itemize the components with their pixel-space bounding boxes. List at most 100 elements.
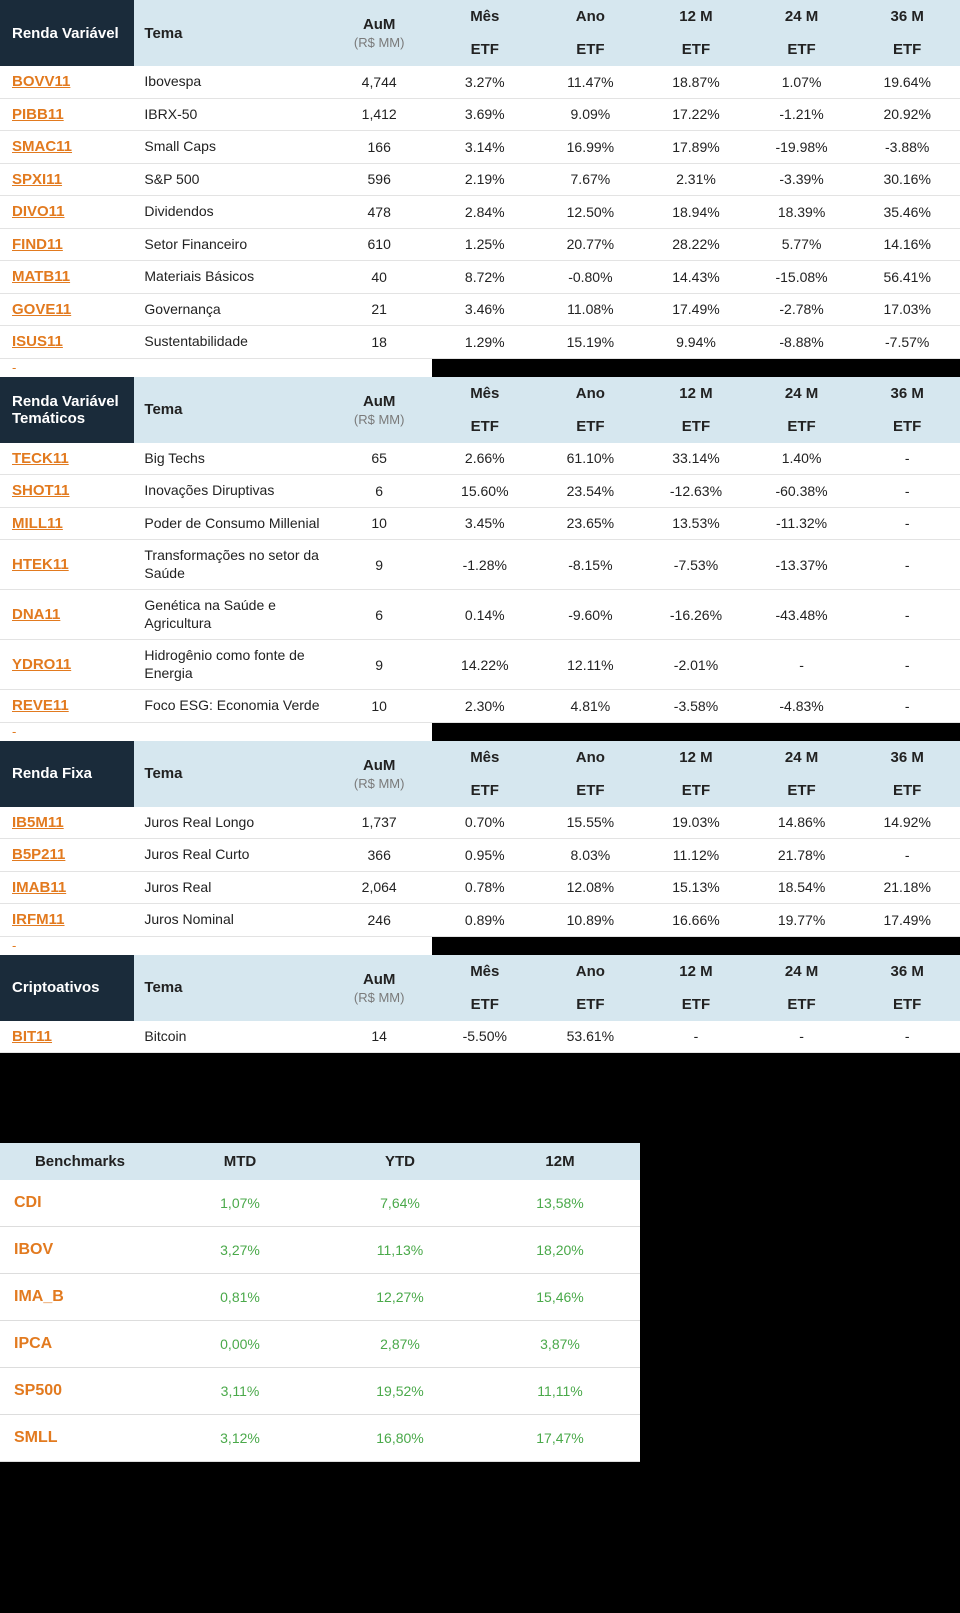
value-cell: 2.30% — [432, 690, 538, 723]
ticker-link[interactable]: GOVE11 — [12, 301, 71, 318]
ticker-link[interactable]: DIVO11 — [12, 203, 65, 220]
value-cell: 12.08% — [538, 871, 644, 904]
benchmark-value: 7,64% — [320, 1180, 480, 1227]
ticker-link[interactable]: HTEK11 — [12, 556, 69, 573]
ticker-link[interactable]: FIND11 — [12, 236, 63, 253]
ticker-link[interactable]: SPXI11 — [12, 171, 62, 188]
benchmarks-table: Benchmarks MTD YTD 12M CDI1,07%7,64%13,5… — [0, 1143, 640, 1462]
value-cell: 14 — [326, 1021, 432, 1053]
table-row: TECK11Big Techs652.66%61.10%33.14%1.40%- — [0, 443, 960, 475]
ticker-cell: MATB11 — [0, 261, 134, 294]
value-cell: 10.89% — [538, 904, 644, 937]
ticker-link[interactable]: BIT11 — [12, 1028, 52, 1045]
aum-header-label: AuM — [363, 393, 396, 410]
ticker-link[interactable]: IMAB11 — [12, 879, 66, 896]
benchmark-value: 1,07% — [160, 1180, 320, 1227]
ticker-link[interactable]: PIBB11 — [12, 106, 64, 123]
benchmark-name: IBOV — [0, 1227, 160, 1274]
value-cell: 3.27% — [432, 66, 538, 98]
tema-cell: Bitcoin — [134, 1021, 326, 1053]
value-cell: 14.86% — [749, 807, 855, 839]
value-cell: -8.88% — [749, 326, 855, 359]
tema-cell: Foco ESG: Economia Verde — [134, 690, 326, 723]
tema-cell: Genética na Saúde e Agricultura — [134, 590, 326, 640]
etf-subheader: ETF — [643, 988, 749, 1021]
period-header: 36 M — [854, 0, 960, 33]
value-cell: - — [854, 640, 960, 690]
value-cell: -60.38% — [749, 475, 855, 508]
table-row: BIT11Bitcoin14-5.50%53.61%--- — [0, 1021, 960, 1053]
etf-table-section: Renda VariávelTemaAuM(R$ MM)MêsAno12 M24… — [0, 0, 960, 359]
value-cell: 1.07% — [749, 66, 855, 98]
table-row: REVE11Foco ESG: Economia Verde102.30%4.8… — [0, 690, 960, 723]
ticker-link[interactable]: B5P211 — [12, 846, 65, 863]
etf-subheader: ETF — [643, 33, 749, 66]
value-cell: 40 — [326, 261, 432, 294]
etf-table-section: CriptoativosTemaAuM(R$ MM)MêsAno12 M24 M… — [0, 955, 960, 1054]
value-cell: - — [854, 443, 960, 475]
ticker-cell: FIND11 — [0, 228, 134, 261]
value-cell: - — [643, 1021, 749, 1053]
value-cell: -8.15% — [538, 540, 644, 590]
etf-subheader: ETF — [538, 988, 644, 1021]
etf-subheader: ETF — [749, 988, 855, 1021]
value-cell: 15.55% — [538, 807, 644, 839]
tema-cell: Materiais Básicos — [134, 261, 326, 294]
benchmark-row: CDI1,07%7,64%13,58% — [0, 1180, 640, 1227]
value-cell: 7.67% — [538, 163, 644, 196]
table-row: PIBB11IBRX-501,4123.69%9.09%17.22%-1.21%… — [0, 98, 960, 131]
value-cell: 2,064 — [326, 871, 432, 904]
ticker-link[interactable]: SMAC11 — [12, 138, 72, 155]
etf-subheader: ETF — [538, 410, 644, 443]
aum-header-sub: (R$ MM) — [332, 412, 426, 427]
period-header: 36 M — [854, 377, 960, 410]
value-cell: -19.98% — [749, 131, 855, 164]
aum-header-sub: (R$ MM) — [332, 776, 426, 791]
table-row: DNA11Genética na Saúde e Agricultura60.1… — [0, 590, 960, 640]
table-row: YDRO11Hidrogênio como fonte de Energia91… — [0, 640, 960, 690]
value-cell: -15.08% — [749, 261, 855, 294]
value-cell: 596 — [326, 163, 432, 196]
ticker-link[interactable]: REVE11 — [12, 697, 69, 714]
ticker-link[interactable]: SHOT11 — [12, 482, 70, 499]
value-cell: 9 — [326, 640, 432, 690]
etf-table: Renda VariávelTemaAuM(R$ MM)MêsAno12 M24… — [0, 0, 960, 359]
benchmark-value: 3,11% — [160, 1368, 320, 1415]
tema-cell: Big Techs — [134, 443, 326, 475]
ticker-link[interactable]: BOVV11 — [12, 73, 70, 90]
aum-header-sub: (R$ MM) — [332, 35, 426, 50]
benchmark-row: SP5003,11%19,52%11,11% — [0, 1368, 640, 1415]
table-row: ISUS11Sustentabilidade181.29%15.19%9.94%… — [0, 326, 960, 359]
etf-subheader: ETF — [854, 33, 960, 66]
ticker-link[interactable]: TECK11 — [12, 450, 69, 467]
table-row: FIND11Setor Financeiro6101.25%20.77%28.2… — [0, 228, 960, 261]
ticker-cell: DNA11 — [0, 590, 134, 640]
value-cell: 1.29% — [432, 326, 538, 359]
ticker-link[interactable]: MILL11 — [12, 515, 63, 532]
etf-subheader: ETF — [538, 33, 644, 66]
value-cell: 61.10% — [538, 443, 644, 475]
value-cell: -2.01% — [643, 640, 749, 690]
value-cell: 4.81% — [538, 690, 644, 723]
ticker-cell: IMAB11 — [0, 871, 134, 904]
value-cell: 18 — [326, 326, 432, 359]
period-header: Mês — [432, 955, 538, 988]
period-header: Mês — [432, 0, 538, 33]
ticker-link[interactable]: IRFM11 — [12, 911, 65, 928]
ticker-link[interactable]: ISUS11 — [12, 333, 63, 350]
ticker-cell: BIT11 — [0, 1021, 134, 1053]
period-header: Mês — [432, 741, 538, 774]
value-cell: -43.48% — [749, 590, 855, 640]
value-cell: - — [749, 1021, 855, 1053]
value-cell: 12.50% — [538, 196, 644, 229]
ticker-link[interactable]: MATB11 — [12, 268, 70, 285]
benchmark-value: 12,27% — [320, 1274, 480, 1321]
period-header: Mês — [432, 377, 538, 410]
ticker-link[interactable]: DNA11 — [12, 606, 60, 623]
ticker-cell: GOVE11 — [0, 293, 134, 326]
value-cell: 19.64% — [854, 66, 960, 98]
value-cell: -2.78% — [749, 293, 855, 326]
ticker-link[interactable]: YDRO11 — [12, 656, 71, 673]
ticker-cell: IB5M11 — [0, 807, 134, 839]
ticker-link[interactable]: IB5M11 — [12, 814, 64, 831]
